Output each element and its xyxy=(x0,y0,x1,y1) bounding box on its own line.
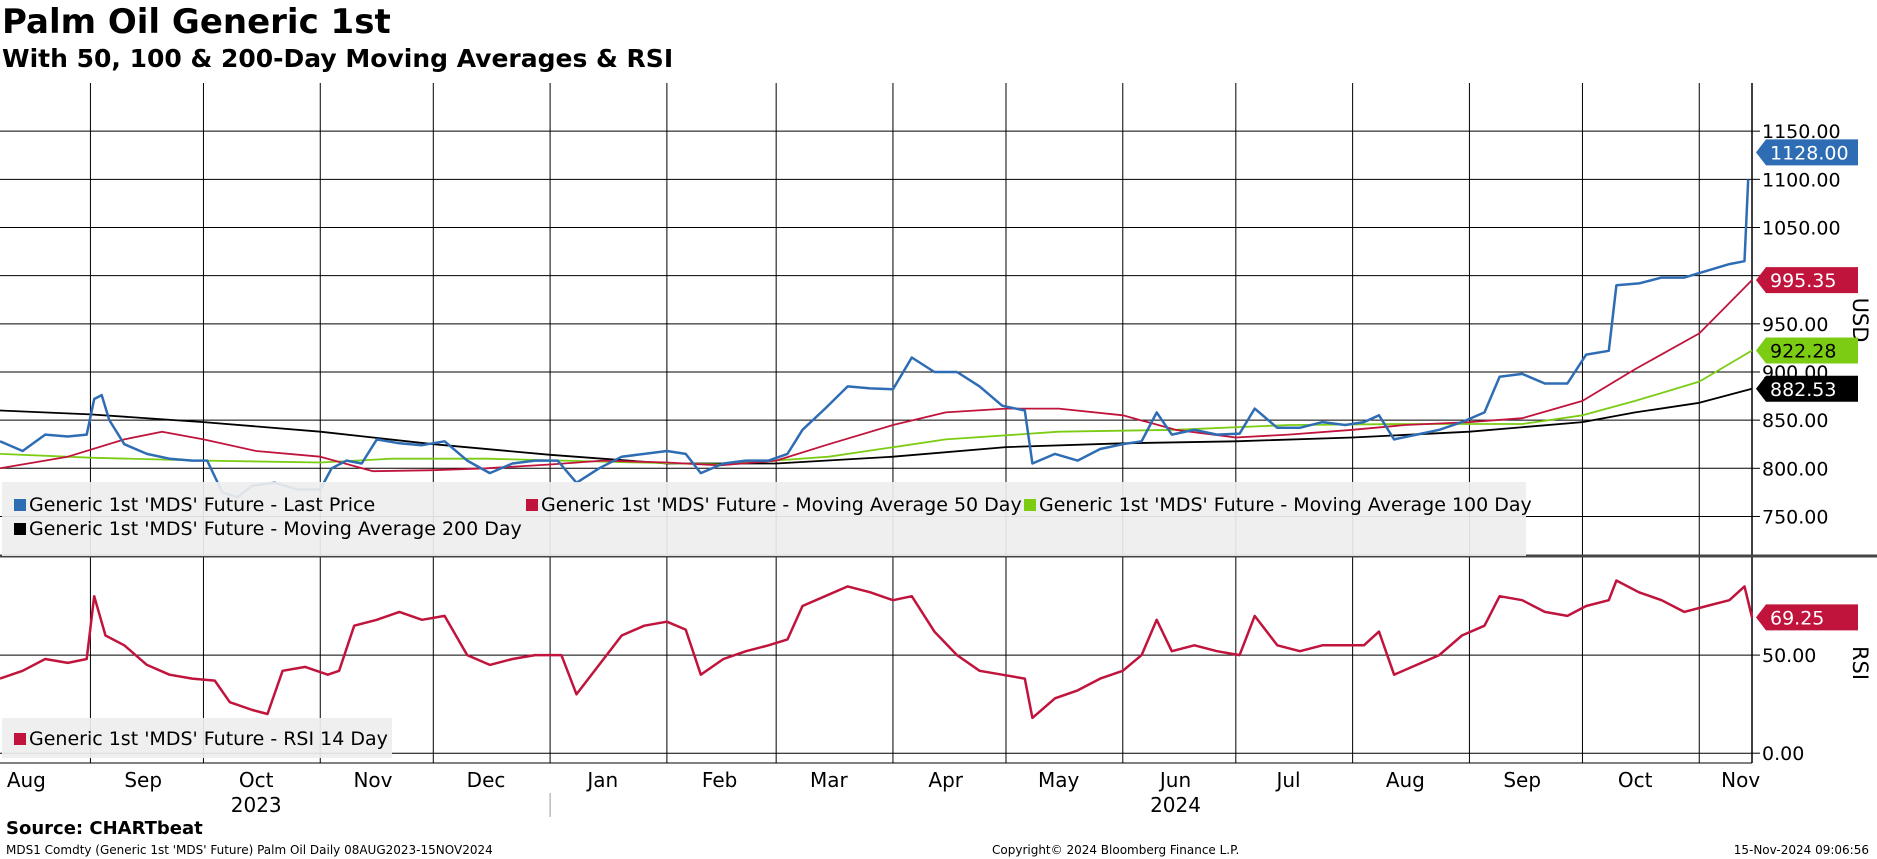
x-month-label: Aug xyxy=(7,768,46,792)
legend-label-rsi: Generic 1st 'MDS' Future - RSI 14 Day xyxy=(29,728,388,750)
x-month-label: Nov xyxy=(1721,768,1760,792)
legend-item-ma200: Generic 1st 'MDS' Future - Moving Averag… xyxy=(14,518,522,540)
series-line-generic-1st-mds-future-moving-average-50-day xyxy=(0,279,1753,473)
last-value-generic-1st-mds-future-moving-average-200-day-tag-label: 882.53 xyxy=(1770,379,1836,401)
x-month-label: Jul xyxy=(1274,768,1300,792)
rsi-ytick-label: 50.00 xyxy=(1762,645,1816,667)
legend-swatch-ma200 xyxy=(14,523,26,535)
rsi-ytick-label: 0.00 xyxy=(1762,743,1804,765)
footer-ticker-text: MDS1 Comdty (Generic 1st 'MDS' Future) P… xyxy=(6,843,493,857)
x-month-label: Aug xyxy=(1386,768,1425,792)
last-value-generic-1st-mds-future-last-price-tag xyxy=(1756,139,1858,166)
x-month-label: Apr xyxy=(928,768,963,792)
price-ytick-label: 1050.00 xyxy=(1762,217,1841,239)
chart-title: Palm Oil Generic 1st xyxy=(2,2,391,42)
chart-subtitle: With 50, 100 & 200-Day Moving Averages &… xyxy=(2,44,674,73)
last-value-generic-1st-mds-future-rsi-14-day-tag-label: 69.25 xyxy=(1770,607,1824,629)
footer-timestamp: 15-Nov-2024 09:06:56 xyxy=(1733,843,1869,857)
x-month-label: Dec xyxy=(467,768,506,792)
last-value-generic-1st-mds-future-moving-average-50-day-tag xyxy=(1756,267,1858,294)
price-ytick-label: 1100.00 xyxy=(1762,169,1841,191)
price-ytick-label: 800.00 xyxy=(1762,458,1828,480)
rsi-legend: Generic 1st 'MDS' Future - RSI 14 Day xyxy=(2,718,392,758)
x-month-label: Mar xyxy=(810,768,849,792)
source-text: Source: CHARTbeat xyxy=(6,818,203,839)
x-month-label: Feb xyxy=(702,768,737,792)
legend-label-last-price: Generic 1st 'MDS' Future - Last Price xyxy=(29,494,376,516)
last-value-generic-1st-mds-future-last-price-tag-label: 1128.00 xyxy=(1770,142,1849,164)
legend-swatch-ma100 xyxy=(1024,499,1036,511)
x-month-label: Oct xyxy=(239,768,274,792)
legend-label-ma50: Generic 1st 'MDS' Future - Moving Averag… xyxy=(541,494,1022,516)
legend-item-ma100: Generic 1st 'MDS' Future - Moving Averag… xyxy=(1024,494,1532,516)
series-line-generic-1st-mds-future-rsi-14-day xyxy=(0,579,1754,720)
price-legend: Generic 1st 'MDS' Future - Last Price Ge… xyxy=(2,482,1532,556)
series-line-generic-1st-mds-future-moving-average-100-day xyxy=(0,349,1753,466)
x-month-label: May xyxy=(1038,768,1080,792)
price-ytick-label: 950.00 xyxy=(1762,314,1828,336)
legend-swatch-last-price xyxy=(14,499,26,511)
price-ytick-label: 750.00 xyxy=(1762,506,1828,528)
series-line-generic-1st-mds-future-moving-average-200-day xyxy=(0,387,1753,465)
legend-swatch-ma50 xyxy=(526,499,538,511)
legend-label-ma100: Generic 1st 'MDS' Future - Moving Averag… xyxy=(1039,494,1532,516)
legend-item-rsi: Generic 1st 'MDS' Future - RSI 14 Day xyxy=(14,728,388,750)
x-month-label: Sep xyxy=(1503,768,1541,792)
footer-copyright: Copyright© 2024 Bloomberg Finance L.P. xyxy=(992,843,1240,857)
x-year-label: 2024 xyxy=(1150,793,1201,817)
legend-label-ma200: Generic 1st 'MDS' Future - Moving Averag… xyxy=(29,518,522,540)
legend-swatch-rsi xyxy=(14,733,26,745)
rsi-axis-title: RSI xyxy=(1848,646,1872,680)
x-year-label: 2023 xyxy=(231,793,282,817)
legend-item-ma50: Generic 1st 'MDS' Future - Moving Averag… xyxy=(526,494,1022,516)
price-axis-title: USD xyxy=(1848,298,1872,343)
price-ytick-label: 850.00 xyxy=(1762,410,1828,432)
x-month-label: Jan xyxy=(585,768,618,792)
x-month-label: Jun xyxy=(1158,768,1191,792)
x-month-label: Sep xyxy=(124,768,162,792)
x-month-label: Nov xyxy=(353,768,392,792)
legend-item-last-price: Generic 1st 'MDS' Future - Last Price xyxy=(14,494,375,516)
last-value-generic-1st-mds-future-moving-average-200-day-tag xyxy=(1756,375,1858,402)
last-value-generic-1st-mds-future-moving-average-100-day-tag-label: 922.28 xyxy=(1770,341,1836,363)
last-value-generic-1st-mds-future-moving-average-50-day-tag-label: 995.35 xyxy=(1770,270,1836,292)
last-value-generic-1st-mds-future-moving-average-100-day-tag xyxy=(1756,337,1858,364)
price-ytick-label: 1150.00 xyxy=(1762,121,1841,143)
x-month-label: Oct xyxy=(1618,768,1653,792)
last-value-generic-1st-mds-future-rsi-14-day-tag xyxy=(1756,604,1858,631)
